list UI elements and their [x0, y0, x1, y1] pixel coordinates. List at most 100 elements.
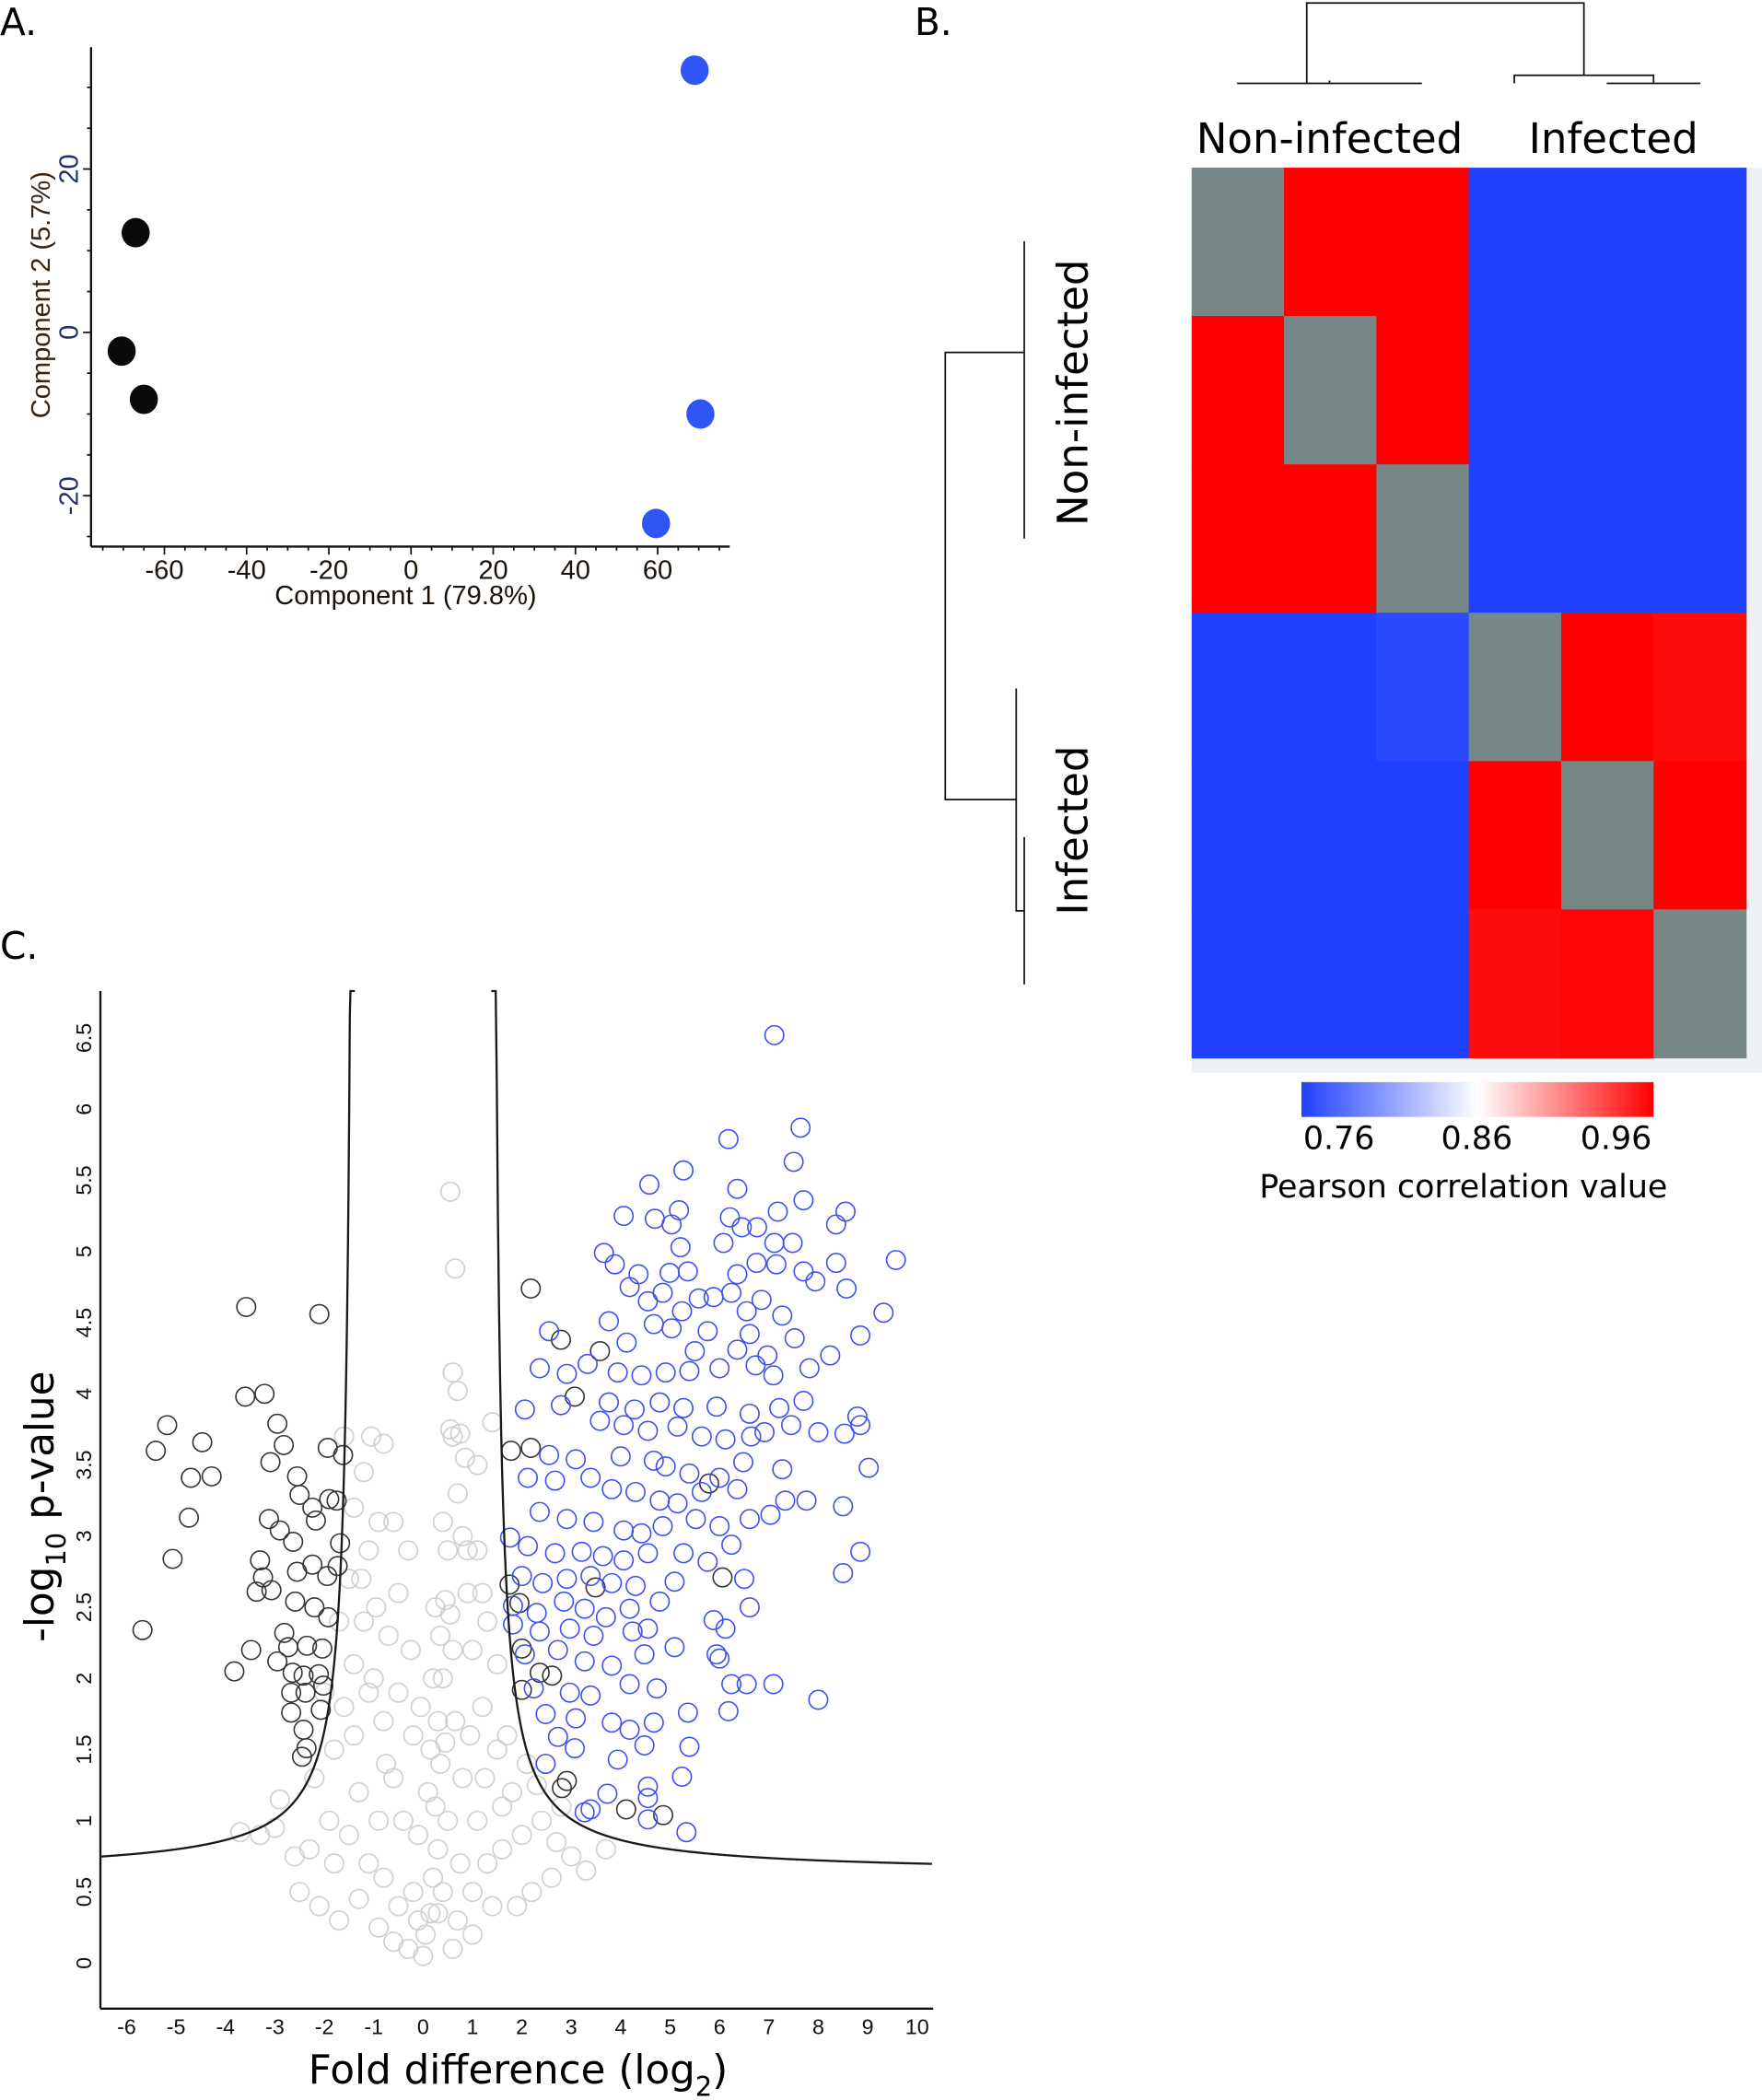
volcano-point-significant-other — [132, 1619, 153, 1640]
volcano-point-not-significant — [461, 1882, 484, 1903]
volcano-point-not-significant — [348, 1888, 369, 1909]
x-tick-label: 9 — [862, 2014, 874, 2038]
volcano-point-significant-up — [518, 1467, 539, 1488]
volcano-point-significant-other — [333, 1444, 354, 1465]
volcano-point-significant-other — [192, 1431, 213, 1452]
pca-point-infected — [686, 399, 715, 429]
volcano-point-significant-up — [751, 1289, 772, 1311]
volcano-point-significant-up — [601, 1712, 623, 1733]
volcano-point-significant-up — [619, 1719, 640, 1740]
volcano-point-not-significant — [531, 1810, 553, 1831]
x-tick-label: -3 — [265, 2014, 285, 2038]
volcano-point-not-significant — [264, 1817, 286, 1838]
heatmap-cell — [1468, 909, 1562, 1059]
volcano-point-significant-up — [746, 1217, 767, 1238]
y-tick-label: 2 — [72, 1673, 96, 1685]
volcano-point-significant-other — [511, 1679, 532, 1700]
volcano-point-significant-up — [784, 1328, 805, 1349]
heatmap-cell — [1191, 761, 1285, 911]
volcano-point-not-significant — [383, 1768, 404, 1789]
volcano-point-significant-up — [767, 1201, 788, 1222]
volcano-point-significant-other — [267, 1651, 288, 1672]
heatmap-cell-diagonal — [1191, 168, 1285, 317]
volcano-point-not-significant — [373, 1433, 394, 1454]
volcano-point-significant-up — [793, 1261, 814, 1282]
volcano-point-significant-up — [547, 1639, 568, 1661]
volcano-point-significant-other — [520, 1278, 542, 1299]
volcano-point-significant-other — [250, 1550, 271, 1571]
colorbar-tick-label: 0.96 — [1581, 1121, 1652, 1158]
volcano-point-not-significant — [319, 1810, 340, 1831]
volcano-point-significant-up — [574, 1598, 595, 1619]
volcano-point-not-significant — [486, 1739, 508, 1760]
volcano-point-not-significant — [376, 1754, 397, 1775]
volcano-point-significant-up — [637, 1776, 659, 1797]
volcano-point-not-significant — [414, 1924, 437, 1945]
volcano-point-significant-up — [649, 1490, 671, 1511]
volcano-point-not-significant — [486, 1653, 508, 1674]
volcano-point-not-significant — [400, 1639, 421, 1661]
heatmap-cell — [1376, 612, 1470, 763]
heatmap-cell — [1191, 612, 1285, 763]
pca-x-axis-label: Component 1 (79.8%) — [274, 581, 536, 611]
volcano-point-significant-up — [808, 1422, 829, 1442]
volcano-point-not-significant — [388, 1682, 409, 1703]
volcano-point-significant-up — [763, 1365, 784, 1386]
volcano-x-axis-label: Fold difference (log2) — [309, 2048, 729, 2100]
volcano-point-significant-up — [721, 1282, 742, 1303]
volcano-point-significant-up — [679, 1360, 700, 1382]
volcano-point-significant-up — [593, 1242, 614, 1264]
volcano-point-not-significant — [323, 1853, 344, 1874]
volcano-point-significant-up — [652, 1282, 673, 1303]
y-tick-label: 0.5 — [72, 1877, 96, 1907]
volcano-point-significant-up — [595, 1606, 616, 1628]
volcano-point-significant-up — [643, 1712, 664, 1733]
volcano-point-significant-up — [518, 1535, 539, 1557]
volcano-point-not-significant — [338, 1825, 359, 1846]
volcano-point-significant-up — [589, 1410, 611, 1431]
volcano-point-significant-other — [281, 1702, 302, 1723]
volcano-point-not-significant — [333, 1697, 355, 1718]
heatmap-cell — [1284, 168, 1378, 317]
volcano-point-significant-up — [805, 1271, 826, 1292]
volcano-point-not-significant — [461, 1639, 484, 1661]
heatmap-cell — [1284, 761, 1378, 911]
column-dendrogram — [1237, 2, 1701, 85]
volcano-point-significant-other — [319, 1488, 340, 1510]
volcano-point-significant-up — [499, 1527, 520, 1548]
volcano-point-significant-up — [580, 1685, 601, 1706]
heatmap-cell — [1191, 464, 1285, 613]
volcano-point-significant-up — [709, 1467, 730, 1488]
volcano-point-significant-up — [727, 1478, 748, 1499]
volcano-point-significant-up — [745, 1355, 766, 1376]
volcano-point-significant-up — [825, 1253, 846, 1274]
volcano-point-significant-other — [311, 1638, 333, 1659]
volcano-point-significant-up — [661, 1214, 683, 1235]
volcano-point-significant-up — [565, 1738, 586, 1759]
volcano-point-not-significant — [323, 1739, 344, 1760]
volcano-point-not-significant — [407, 1909, 429, 1931]
volcano-point-not-significant — [388, 1582, 409, 1604]
volcano-point-significant-up — [655, 1362, 676, 1383]
x-tick-label: -4 — [216, 2014, 235, 2038]
x-tick-label: -2 — [315, 2014, 334, 2038]
heatmap-cell — [1560, 464, 1654, 613]
x-tick-label: -40 — [228, 555, 266, 585]
volcano-point-significant-up — [676, 1822, 697, 1843]
volcano-point-not-significant — [492, 1796, 513, 1817]
volcano-point-significant-up — [685, 1509, 706, 1530]
heatmap-cell — [1468, 761, 1562, 911]
volcano-point-significant-up — [659, 1262, 680, 1283]
volcano-point-significant-up — [503, 1614, 523, 1635]
volcano-point-significant-up — [566, 1708, 587, 1729]
volcano-point-significant-up — [607, 1749, 628, 1770]
volcano-point-significant-other — [157, 1415, 178, 1436]
volcano-point-not-significant — [467, 1810, 488, 1831]
volcano-point-significant-up — [765, 1254, 787, 1275]
volcano-point-significant-up — [599, 1392, 620, 1413]
volcano-point-significant-up — [763, 1674, 784, 1695]
y-tick-label: 4.5 — [72, 1308, 96, 1337]
volcano-point-significant-up — [793, 1190, 814, 1211]
volcano-point-not-significant — [438, 1810, 459, 1831]
volcano-point-significant-other — [146, 1441, 167, 1462]
